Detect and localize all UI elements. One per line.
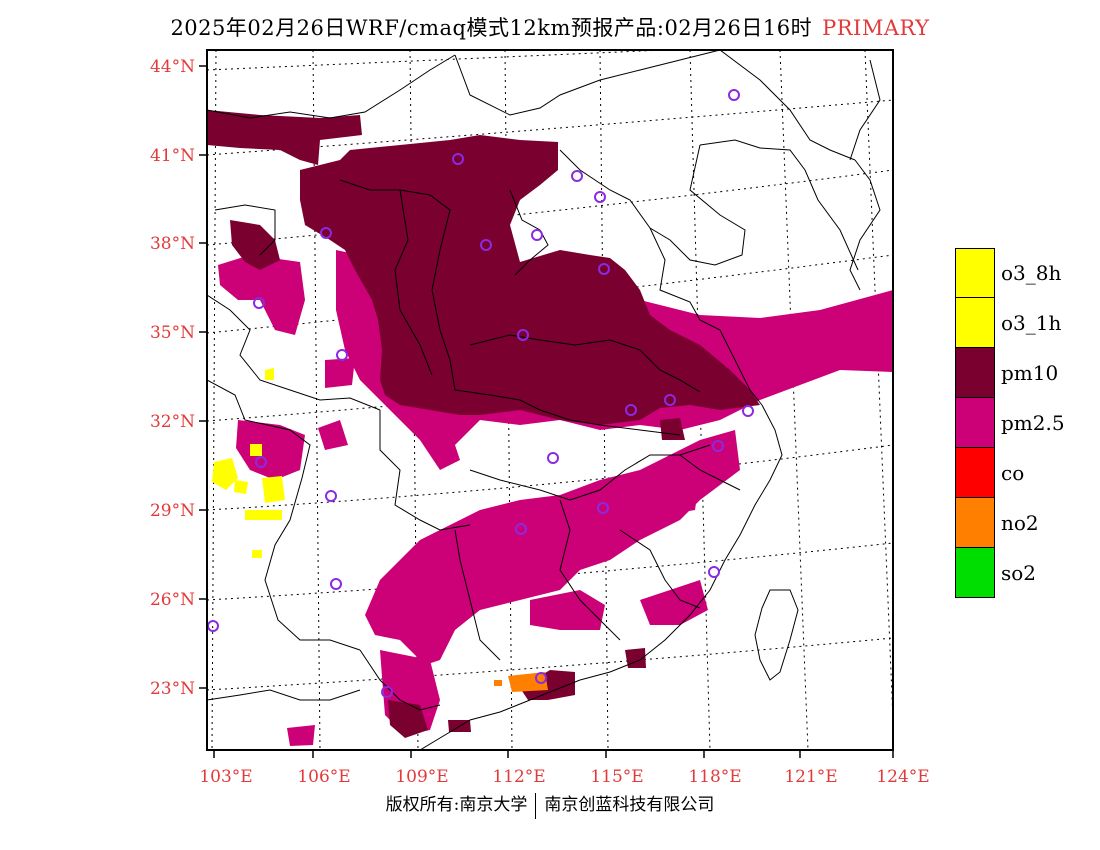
station-marker [255, 456, 267, 468]
legend-item-o3-8h: o3_8h [955, 248, 1095, 298]
legend-item-pm25: pm2.5 [955, 398, 1095, 448]
copyright-owner: 版权所有:南京大学 [385, 795, 528, 815]
lon-label: 121°E [784, 767, 837, 787]
station-marker [325, 490, 337, 502]
station-marker [625, 404, 637, 416]
legend-item-so2: so2 [955, 548, 1095, 598]
legend-swatch [955, 248, 995, 298]
legend-label: o3_8h [1001, 261, 1062, 285]
station-marker [597, 502, 609, 514]
station-marker [381, 686, 393, 698]
legend-item-co: co [955, 448, 1095, 498]
lat-label: 41°N [150, 146, 195, 166]
legend-swatch [955, 398, 995, 448]
primary-tag: PRIMARY [822, 16, 930, 40]
legend-item-o3-1h: o3_1h [955, 298, 1095, 348]
lon-label: 109°E [395, 767, 448, 787]
station-marker [708, 566, 720, 578]
lat-label: 32°N [150, 412, 195, 432]
legend-item-no2: no2 [955, 498, 1095, 548]
no2-layer [494, 672, 548, 692]
legend-label: no2 [1001, 511, 1039, 535]
lat-label: 29°N [150, 501, 195, 521]
lat-label: 35°N [150, 323, 195, 343]
boundaries [207, 50, 881, 750]
lat-label: 26°N [150, 590, 195, 610]
title-text: 2025年02月26日WRF/cmaq模式12km预报产品:02月26日16时 [170, 16, 813, 40]
latitude-labels: 44°N 41°N 38°N 35°N 32°N 29°N 26°N 23°N [150, 57, 195, 699]
legend-swatch [955, 448, 995, 498]
copyright-footer: 版权所有:南京大学 南京创蓝科技有限公司 [0, 790, 1100, 819]
legend-swatch [955, 298, 995, 348]
station-marker [664, 394, 676, 406]
station-marker [336, 349, 348, 361]
map-title: 2025年02月26日WRF/cmaq模式12km预报产品:02月26日16时 P… [0, 12, 1100, 42]
station-marker [515, 523, 527, 535]
legend-item-pm10: pm10 [955, 348, 1095, 398]
legend-label: so2 [1001, 561, 1037, 585]
lat-label: 23°N [150, 679, 195, 699]
lon-label: 118°E [688, 767, 741, 787]
footer-divider [535, 792, 537, 819]
pollutant-legend: o3_8h o3_1h pm10 pm2.5 co no2 so2 [955, 248, 1095, 598]
legend-label: o3_1h [1001, 311, 1062, 335]
longitude-labels: 103°E 106°E 109°E 112°E 115°E 118°E 121°… [199, 767, 929, 787]
station-markers [207, 89, 754, 698]
station-marker [712, 440, 724, 452]
lat-label: 38°N [150, 234, 195, 254]
lon-label: 103°E [199, 767, 252, 787]
station-marker [320, 227, 332, 239]
lat-label: 44°N [150, 57, 195, 77]
station-marker [531, 229, 543, 241]
station-marker [452, 153, 464, 165]
legend-swatch [955, 348, 995, 398]
lon-label: 106°E [297, 767, 350, 787]
copyright-company: 南京创蓝科技有限公司 [544, 795, 715, 815]
legend-label: co [1001, 461, 1025, 485]
station-marker [253, 297, 265, 309]
lon-label: 115°E [590, 767, 643, 787]
o3-layer [212, 368, 285, 558]
lon-label: 112°E [492, 767, 545, 787]
axis-ticks [199, 65, 894, 758]
legend-label: pm2.5 [1001, 411, 1065, 435]
legend-swatch [955, 548, 995, 598]
station-marker [517, 329, 529, 341]
station-marker [535, 672, 547, 684]
station-marker [330, 578, 342, 590]
legend-swatch [955, 498, 995, 548]
station-marker [728, 89, 740, 101]
map-frame [206, 49, 894, 751]
station-marker [742, 405, 754, 417]
station-marker [571, 170, 583, 182]
station-marker [598, 263, 610, 275]
station-marker [480, 239, 492, 251]
station-marker [547, 452, 559, 464]
legend-label: pm10 [1001, 361, 1059, 385]
station-marker [594, 191, 606, 203]
lon-label: 124°E [876, 767, 929, 787]
